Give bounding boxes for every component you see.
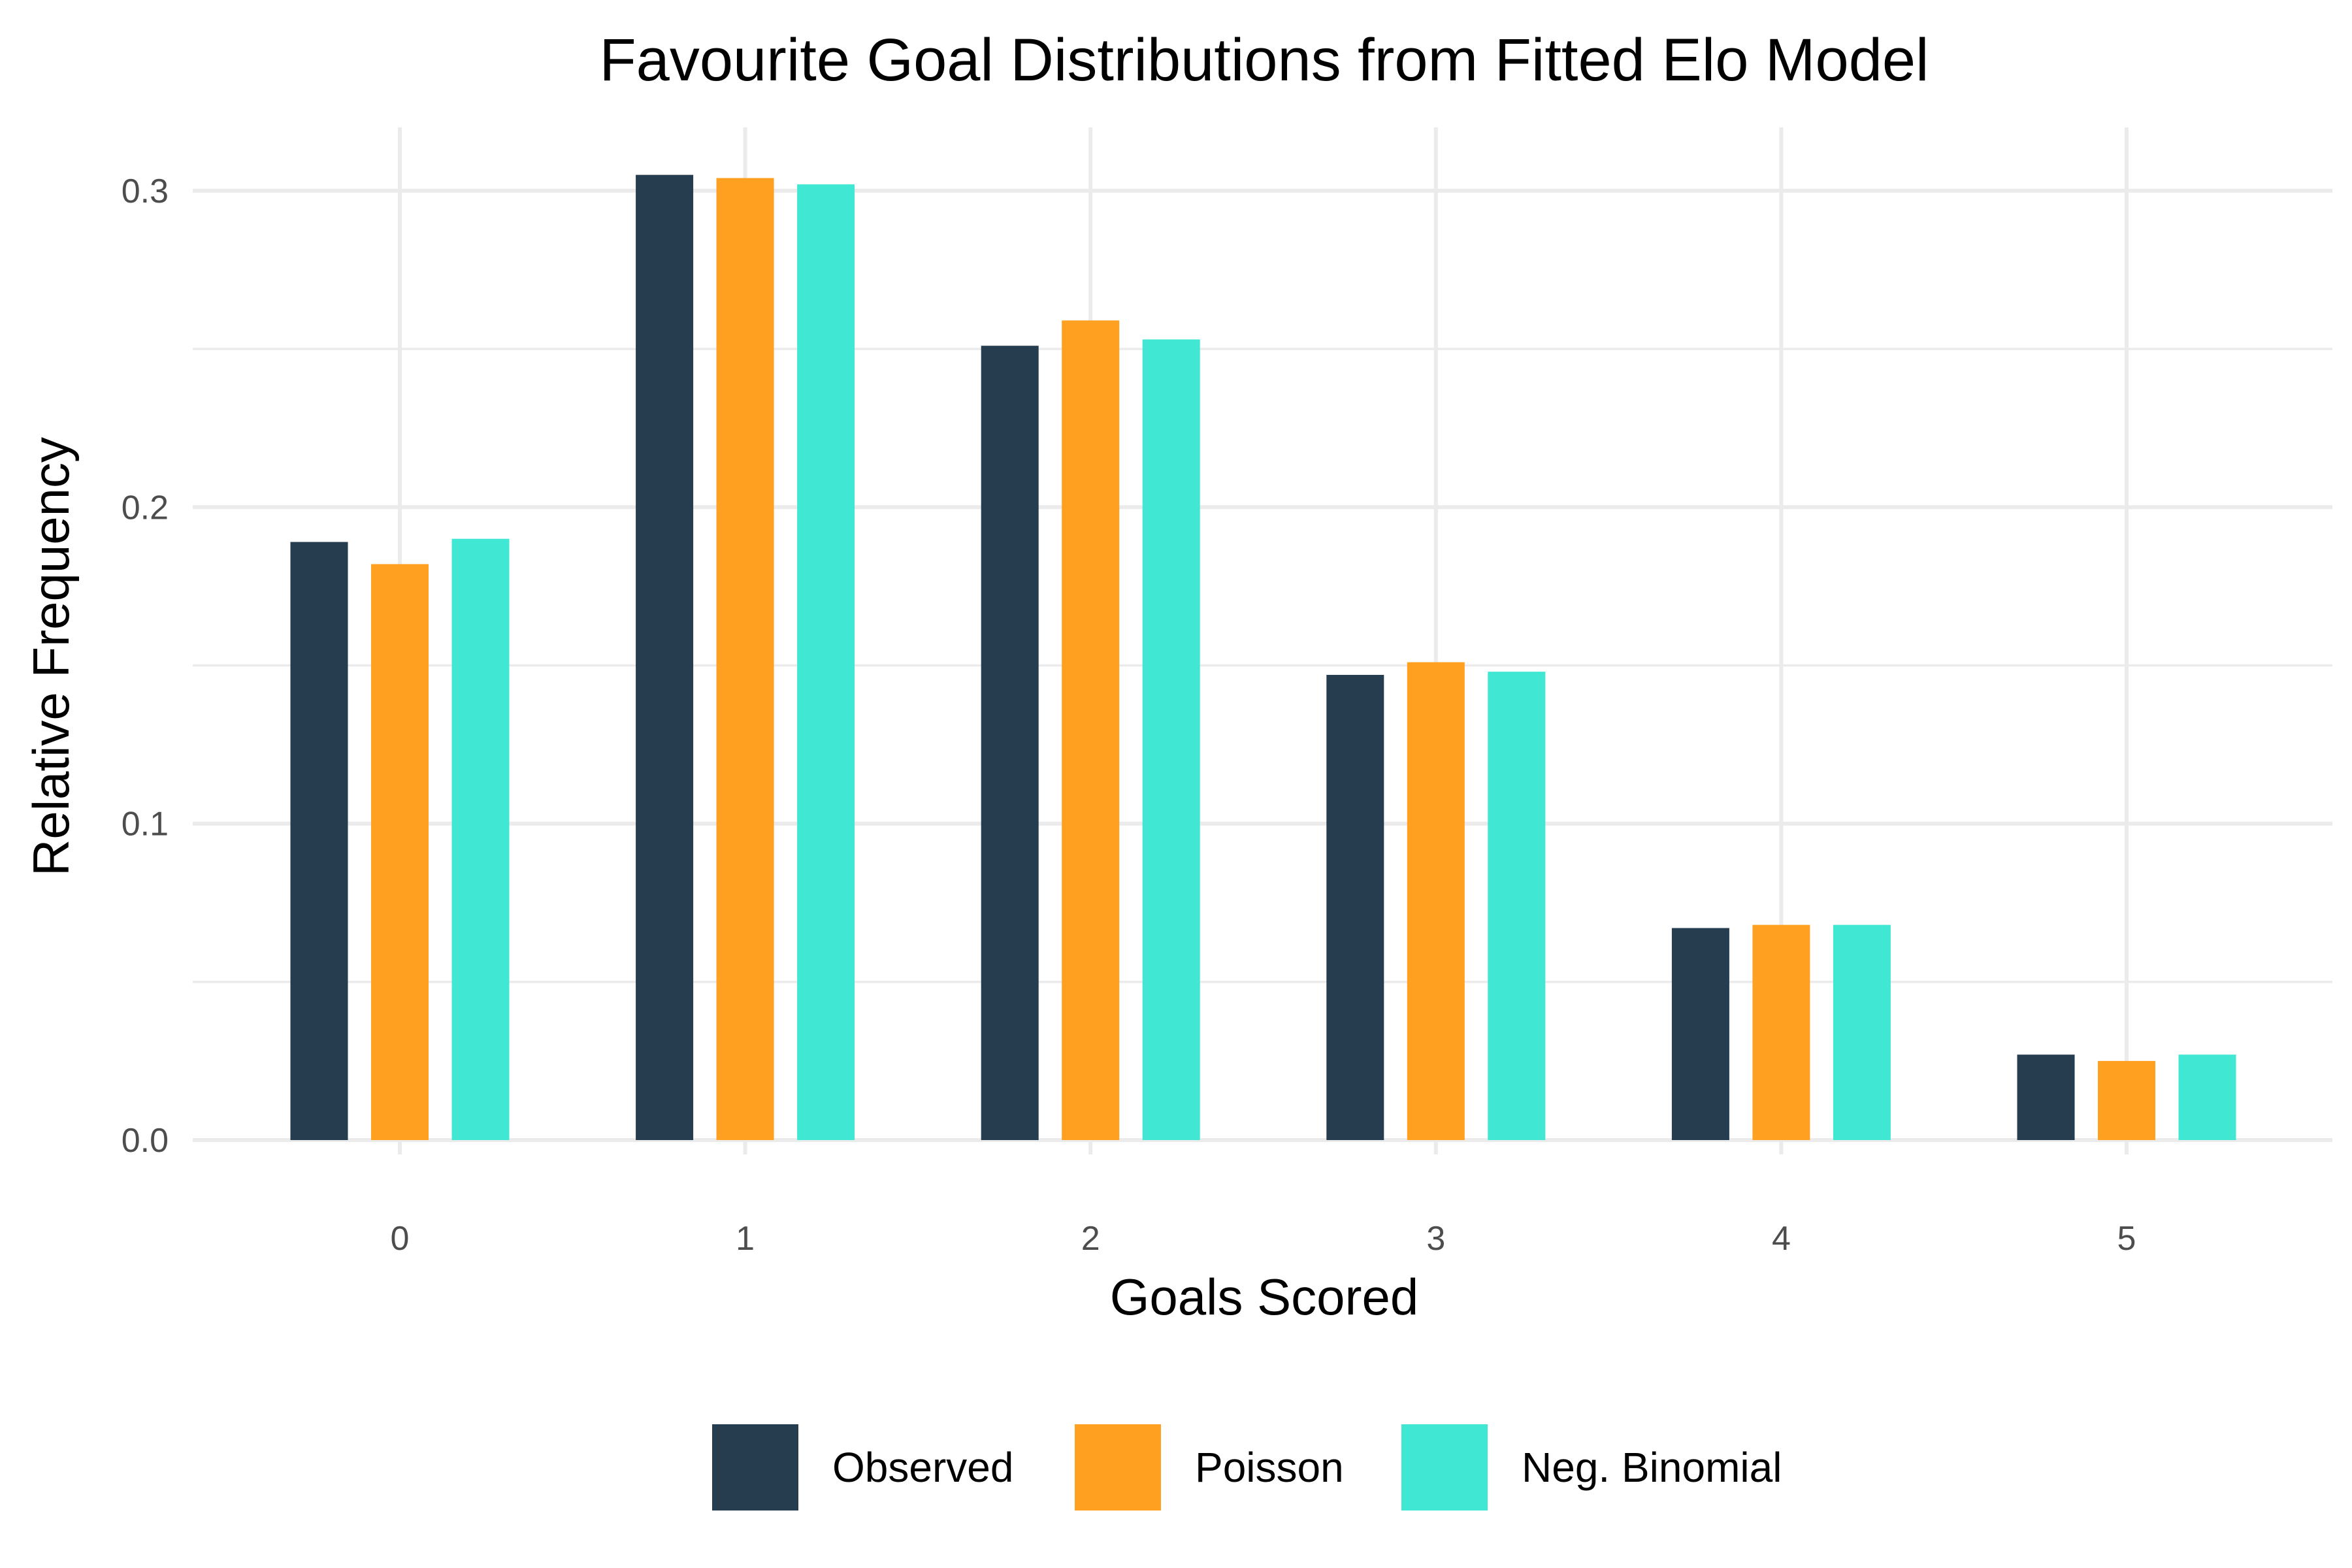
- bar-observed-0: [290, 542, 348, 1140]
- chart-title: Favourite Goal Distributions from Fitted…: [599, 27, 1929, 93]
- bar-neg-binomial-4: [1833, 924, 1891, 1140]
- x-tick-label: 2: [1081, 1220, 1100, 1258]
- bar-poisson-4: [1752, 924, 1810, 1140]
- legend-key: [1401, 1424, 1488, 1511]
- bar-poisson-3: [1407, 662, 1465, 1140]
- bar-poisson-2: [1062, 320, 1120, 1140]
- x-tick-label: 0: [391, 1220, 410, 1258]
- bar-observed-2: [981, 346, 1039, 1140]
- legend-key: [1075, 1424, 1161, 1511]
- x-axis-ticks: 0 1 2 3 4 5: [391, 1220, 2136, 1258]
- bar-neg-binomial-1: [797, 184, 855, 1140]
- gridlines: [193, 127, 2332, 1154]
- bar-poisson-1: [716, 178, 774, 1140]
- bar-observed-3: [1326, 674, 1384, 1140]
- bar-observed-1: [636, 174, 694, 1140]
- legend: Observed Poisson Neg. Binomial: [712, 1424, 1782, 1511]
- x-tick-label: 3: [1426, 1220, 1445, 1258]
- bar-observed-5: [2017, 1054, 2075, 1140]
- legend-label: Poisson: [1195, 1444, 1344, 1491]
- bar-poisson-0: [371, 564, 429, 1140]
- legend-label: Neg. Binomial: [1522, 1444, 1782, 1491]
- bar-neg-binomial-3: [1488, 672, 1546, 1140]
- bar-observed-4: [1671, 928, 1729, 1140]
- bar-neg-binomial-0: [451, 538, 510, 1140]
- y-tick-label: 0.0: [122, 1122, 169, 1160]
- bar-poisson-5: [2098, 1060, 2155, 1140]
- x-axis-title: Goals Scored: [1110, 1268, 1419, 1326]
- x-tick-label: 1: [736, 1220, 755, 1258]
- y-tick-label: 0.1: [122, 806, 169, 843]
- y-axis-ticks: 0.0 0.1 0.2 0.3: [122, 172, 169, 1160]
- bars: [290, 174, 2236, 1140]
- legend-label: Observed: [832, 1444, 1013, 1491]
- bar-neg-binomial-5: [2178, 1054, 2236, 1140]
- legend-key: [712, 1424, 798, 1511]
- x-tick-label: 4: [1772, 1220, 1791, 1258]
- y-tick-label: 0.2: [122, 489, 169, 527]
- y-tick-label: 0.3: [122, 172, 169, 210]
- x-tick-label: 5: [2117, 1220, 2136, 1258]
- bar-neg-binomial-2: [1142, 339, 1200, 1140]
- y-axis-title: Relative Frequency: [22, 437, 80, 876]
